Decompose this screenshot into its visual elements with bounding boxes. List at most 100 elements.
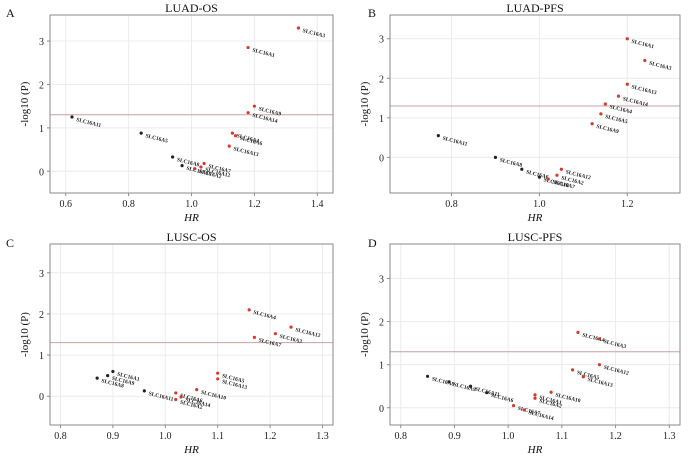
y-tick-label: 1 — [39, 351, 44, 362]
x-tick-label: 1.0 — [502, 431, 515, 442]
point-label: SLC16A6 — [525, 169, 549, 180]
panel-title: LUSC-OS — [166, 230, 216, 244]
panel-b: 0.8 1.0 1.2 0 1 2 3 LUAD-PFS B HR -log10 (P) SLC16A… — [359, 1, 681, 224]
x-axis-label: HR — [183, 444, 199, 456]
x-tick-label: 1.2 — [609, 431, 622, 442]
data-point — [246, 111, 250, 115]
panel-title: LUSC-PFS — [508, 230, 563, 244]
point-label: SLC16A8 — [499, 158, 523, 169]
data-point — [493, 155, 498, 159]
x-tick-label: 0.8 — [54, 431, 67, 442]
data-point — [202, 161, 206, 166]
panel-a: 0.6 0.8 1.0 1.2 1.4 0 1 2 3 LUAD-OS A HR -log10 (P) S… — [6, 1, 334, 224]
data-point — [533, 396, 537, 400]
data-point — [230, 131, 234, 135]
plot-frame — [49, 243, 334, 426]
data-point — [533, 393, 537, 397]
y-tick-label: 2 — [39, 310, 44, 321]
point-label: SLC16A5 — [604, 114, 628, 125]
data-point — [171, 155, 175, 159]
y-tick-label: 0 — [39, 392, 44, 403]
y-tick-label: 3 — [379, 274, 384, 285]
data-point — [227, 144, 231, 148]
data-point — [625, 37, 629, 41]
y-axis-label: -log10 (P) — [19, 81, 31, 126]
point-label: SLC16A1 — [631, 39, 655, 50]
data-point — [142, 389, 146, 393]
x-tick-label: 0.8 — [394, 431, 407, 442]
data-point — [616, 94, 621, 98]
data-point — [106, 374, 110, 378]
point-label: SLC16A5 — [145, 133, 169, 144]
point-label: SLC16A3 — [648, 61, 672, 72]
point-label: SLC16A6 — [490, 393, 514, 404]
point-label: SLC16A2 — [179, 400, 203, 411]
y-tick-label: 1 — [379, 361, 384, 372]
panel-letter: D — [368, 236, 377, 250]
plot-area — [50, 244, 333, 425]
point-label: SLC16A3 — [302, 28, 326, 39]
y-axis-label: -log10 (P) — [359, 81, 371, 126]
x-tick-label: 1.4 — [311, 199, 324, 210]
data-point — [520, 167, 524, 171]
y-tick-label: 3 — [39, 269, 44, 280]
data-point — [273, 332, 277, 336]
data-point — [247, 308, 251, 312]
data-point — [559, 167, 563, 171]
data-point — [468, 384, 473, 388]
x-tick-label: 1.1 — [556, 431, 569, 442]
plot-frame — [389, 243, 681, 426]
point-label: SLC16A4 — [253, 310, 277, 321]
data-point — [95, 376, 99, 380]
x-tick-label: 1.0 — [185, 199, 198, 210]
data-point — [296, 26, 301, 30]
point-label: SLC16A2 — [560, 175, 584, 186]
y-tick-label: 2 — [39, 80, 44, 91]
x-tick-label: 1.0 — [159, 431, 172, 442]
point-label: SLC16A7 — [517, 406, 541, 417]
x-axis-label: HR — [527, 212, 543, 224]
point-label: SLC16A8 — [101, 378, 125, 389]
data-point — [216, 371, 220, 375]
plot-frame — [49, 14, 334, 194]
data-point — [597, 337, 602, 341]
x-tick-label: 1.3 — [316, 431, 329, 442]
x-tick-label: 1.2 — [264, 431, 277, 442]
panel-letter: C — [6, 236, 14, 250]
point-label: SLC16A9 — [596, 124, 620, 135]
point-label: SLC16A1 — [539, 395, 563, 406]
point-label: SLC16A9 — [258, 106, 282, 117]
data-point — [233, 134, 238, 138]
x-axis-label: HR — [527, 444, 543, 456]
data-point — [174, 391, 178, 395]
x-tick-label: 1.2 — [248, 199, 261, 210]
data-point — [581, 375, 585, 379]
data-point — [546, 177, 550, 181]
data-point — [252, 104, 256, 108]
point-label: SLC16A8 — [176, 157, 200, 168]
point-label: SLC16A3 — [603, 339, 627, 350]
x-tick-label: 0.8 — [122, 199, 135, 210]
data-point — [625, 82, 629, 86]
data-point — [139, 131, 143, 135]
point-label: SLC16A2 — [539, 398, 563, 409]
x-tick-label: 1.2 — [621, 199, 634, 210]
panel-letter: A — [6, 6, 15, 20]
data-point — [193, 167, 197, 171]
point-label: SLC16A4 — [609, 104, 633, 115]
point-label: SLC16A7 — [208, 164, 232, 175]
point-label: SLC16A6 — [239, 136, 263, 147]
panel-d: 0.8 0.9 1.0 1.1 1.2 1.3 0 1 2 3 LUSC-PFS D HR -log10 … — [359, 230, 681, 456]
point-label: SLC16A7 — [258, 337, 282, 348]
y-axis-label: -log10 (P) — [359, 312, 371, 357]
point-label: SLC16A1 — [116, 372, 140, 383]
point-label: SLC16A2 — [198, 169, 222, 180]
data-point — [511, 404, 516, 408]
data-point — [216, 377, 220, 381]
point-label: SLC16A5 — [221, 373, 245, 384]
y-axis-label: -log10 (P) — [19, 312, 31, 357]
data-point — [425, 374, 430, 378]
data-point — [174, 397, 178, 402]
y-tick-label: 0 — [379, 404, 384, 415]
